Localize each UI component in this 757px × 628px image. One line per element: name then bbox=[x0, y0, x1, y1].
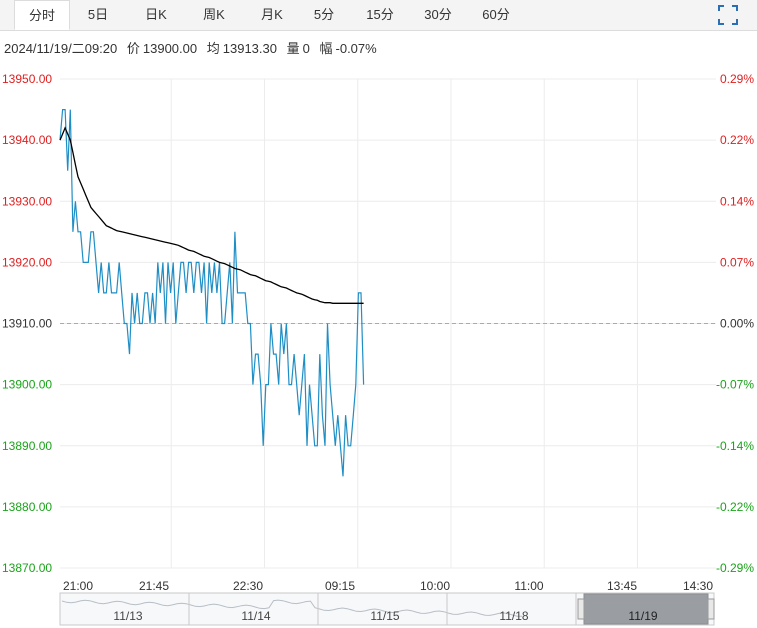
y-tick-left: 13950.00 bbox=[2, 72, 52, 86]
tab-4[interactable]: 周K bbox=[203, 7, 225, 22]
y-tick-right: 0.00% bbox=[720, 317, 754, 331]
navigator-left-handle[interactable] bbox=[577, 598, 585, 620]
tab-5[interactable]: 月K bbox=[261, 7, 283, 22]
y-tick-right: 0.07% bbox=[720, 255, 754, 269]
navigator-date-label: 11/18 bbox=[499, 609, 528, 623]
y-tick-right: 0.29% bbox=[720, 72, 754, 86]
x-tick-label: 13:45 bbox=[607, 579, 637, 593]
info-volume-label: 量 bbox=[286, 41, 300, 56]
y-tick-right: -0.07% bbox=[716, 378, 754, 392]
y-tick-left: 13890.00 bbox=[2, 439, 52, 453]
tab-2[interactable]: 5日 bbox=[87, 7, 109, 22]
tab-7[interactable]: 15分 bbox=[366, 7, 394, 22]
tab-6[interactable]: 5分 bbox=[313, 7, 335, 22]
info-price: 13900.00 bbox=[142, 41, 198, 56]
fullscreen-icon[interactable] bbox=[716, 3, 740, 27]
x-tick-label: 10:00 bbox=[420, 579, 450, 593]
intraday-chart[interactable]: 13950.00 0.29% 13940.00 0.22% 13930.00 0.14% 1… bbox=[0, 60, 757, 628]
tab-9[interactable]: 60分 bbox=[482, 7, 510, 22]
info-datetime: 2024/11/19/二09:20 bbox=[4, 41, 118, 56]
y-tick-left: 13910.00 bbox=[2, 317, 52, 331]
y-tick-left: 13880.00 bbox=[2, 500, 52, 514]
y-tick-left: 13920.00 bbox=[2, 255, 52, 269]
x-tick-label: 22:30 bbox=[233, 579, 263, 593]
y-tick-left: 13900.00 bbox=[2, 378, 52, 392]
y-tick-right: -0.14% bbox=[716, 439, 754, 453]
x-tick-label: 09:15 bbox=[325, 579, 355, 593]
period-tab-bar: 分时 5日 日K 周K 月K 5分 15分 30分 60分 bbox=[0, 0, 757, 31]
navigator-date-label: 11/14 bbox=[241, 609, 270, 623]
navigator-date-label: 11/15 bbox=[370, 609, 399, 623]
navigator-date-label: 11/13 bbox=[113, 609, 142, 623]
navigator-date-label: 11/19 bbox=[628, 609, 657, 623]
y-tick-right: -0.29% bbox=[716, 561, 754, 575]
average-line bbox=[59, 126, 364, 304]
navigator-mini-line bbox=[61, 599, 523, 617]
y-tick-left: 13870.00 bbox=[2, 561, 52, 575]
y-tick-left: 13940.00 bbox=[2, 133, 52, 147]
info-change: -0.07% bbox=[335, 41, 377, 56]
info-avg-label: 均 bbox=[206, 41, 220, 56]
x-tick-label: 21:00 bbox=[63, 579, 93, 593]
info-volume: 0 bbox=[302, 41, 310, 56]
tab-8[interactable]: 30分 bbox=[424, 7, 452, 22]
y-tick-right: -0.22% bbox=[716, 500, 754, 514]
x-tick-label: 14:30 bbox=[683, 579, 713, 593]
navigator-right-handle[interactable] bbox=[707, 598, 715, 620]
info-avg: 13913.30 bbox=[222, 41, 277, 56]
x-tick-label: 21:45 bbox=[139, 579, 169, 593]
y-tick-left: 13930.00 bbox=[2, 194, 52, 208]
info-change-label: 幅 bbox=[319, 41, 333, 56]
tab-1[interactable]: 分时 bbox=[14, 0, 70, 30]
x-tick-label: 11:00 bbox=[514, 579, 543, 593]
price-line bbox=[59, 108, 365, 477]
y-tick-right: 0.14% bbox=[720, 194, 754, 208]
y-tick-right: 0.22% bbox=[720, 133, 754, 147]
navigator-selected-window[interactable] bbox=[583, 593, 709, 625]
info-price-label: 价 bbox=[126, 41, 140, 56]
tab-3[interactable]: 日K bbox=[145, 7, 167, 22]
